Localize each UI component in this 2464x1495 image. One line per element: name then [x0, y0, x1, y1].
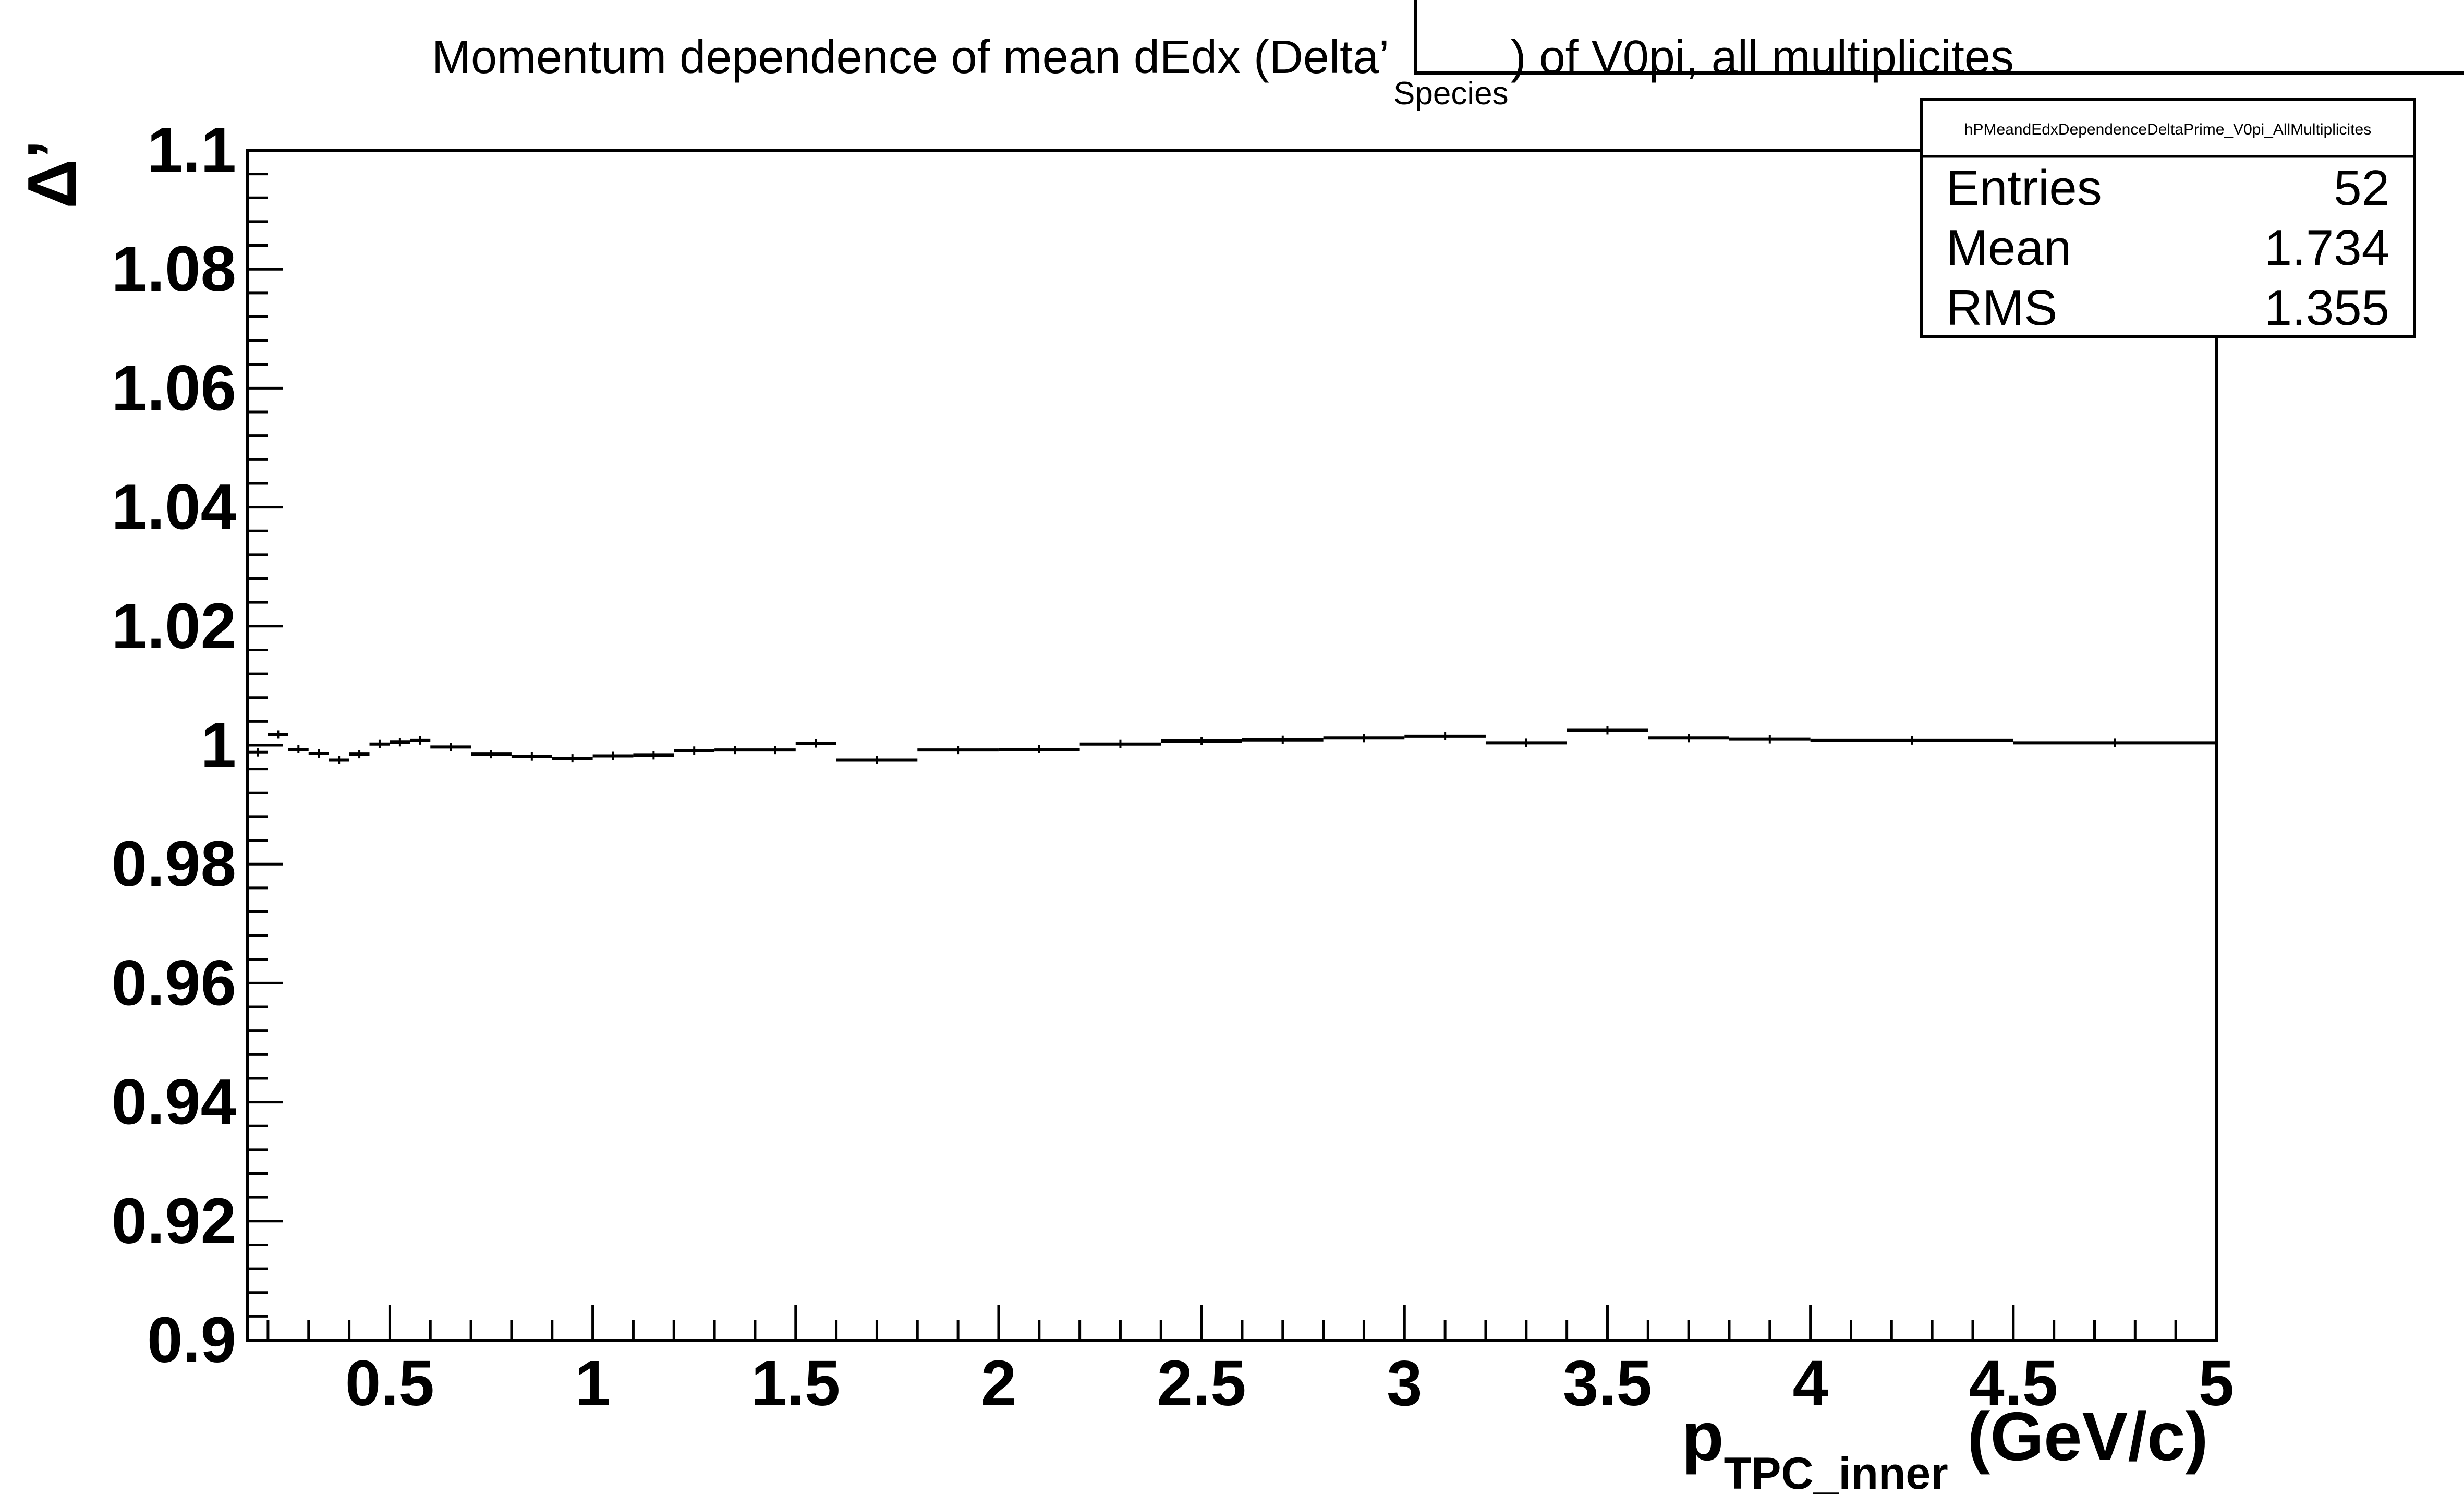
title-decoration-line: [1414, 0, 2464, 75]
stats-box-title: hPMeandEdxDependenceDeltaPrime_V0pi_AllM…: [1964, 121, 2371, 138]
chart-title-main: Momentum dependence of mean dEdx (Delta’: [432, 31, 1389, 83]
y-axis: 0.9 0.92 0.94 0.96 0.98 1 1.02 1.04 1.06 1.08 1.1: [112, 115, 283, 1376]
x-tick-label: 2: [981, 1348, 1016, 1419]
stats-mean-value: 1.734: [2264, 220, 2389, 276]
x-tick-label: 4: [1792, 1348, 1828, 1419]
x-axis: 0.5 1 1.5 2 2.5 3 3.5 4 4.5 5: [266, 1305, 2234, 1419]
y-tick-label: 1.02: [112, 591, 236, 662]
x-tick-label: 3.5: [1563, 1348, 1652, 1419]
x-tick-label: 2.5: [1157, 1348, 1246, 1419]
histogram-bins: [248, 726, 2216, 764]
x-axis-title-subscript: TPC_inner: [1724, 1449, 1948, 1495]
x-axis-title-unit: (GeV/c): [1948, 1398, 2208, 1475]
y-tick-label: 1.1: [147, 115, 236, 186]
chart-title-subscript: Species: [1393, 76, 1509, 112]
y-axis-title: Δ’: [14, 140, 90, 209]
chart-title: Momentum dependence of mean dEdx (Delta’…: [432, 31, 2014, 112]
x-tick-label: 4.5: [1969, 1348, 2058, 1419]
x-tick-label: 5: [2199, 1348, 2234, 1419]
y-tick-label: 0.94: [112, 1067, 236, 1138]
stats-box: hPMeandEdxDependenceDeltaPrime_V0pi_AllM…: [1920, 98, 2416, 338]
y-tick-label: 1.08: [112, 234, 236, 305]
stats-entries-value: 52: [2334, 160, 2389, 216]
x-tick-label: 1: [575, 1348, 610, 1419]
x-axis-title: pTPC_inner (GeV/c): [1682, 1398, 2208, 1495]
stats-entries-label: Entries: [1946, 160, 2102, 216]
y-tick-label: 1: [201, 710, 236, 781]
stats-box-frame: [1920, 98, 2416, 338]
y-tick-label: 0.92: [112, 1186, 236, 1257]
stats-mean-label: Mean: [1946, 220, 2071, 276]
y-tick-label: 1.04: [112, 472, 236, 543]
y-tick-label: 1.06: [112, 353, 236, 424]
y-tick-label: 0.98: [112, 829, 236, 900]
x-tick-label: 0.5: [345, 1348, 434, 1419]
stats-rms-value: 1.355: [2264, 280, 2389, 336]
x-tick-label: 1.5: [751, 1348, 840, 1419]
y-tick-label: 0.9: [147, 1305, 236, 1376]
stats-rms-label: RMS: [1946, 280, 2057, 336]
x-tick-label: 3: [1387, 1348, 1422, 1419]
x-axis-title-main: p: [1682, 1398, 1724, 1475]
chart-title-rest: ) of V0pi, all multiplicites: [1511, 31, 2014, 83]
y-tick-label: 0.96: [112, 947, 236, 1019]
